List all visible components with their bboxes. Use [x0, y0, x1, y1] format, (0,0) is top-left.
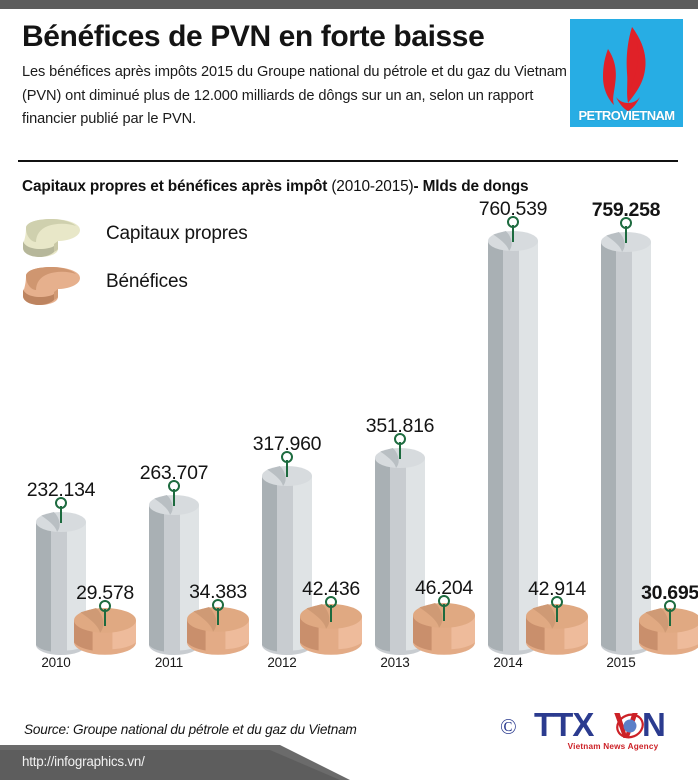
x-axis-tick-2012: 2012 — [267, 655, 297, 670]
pin-marker — [54, 497, 68, 528]
bar-capitaux-propres — [601, 232, 651, 655]
value-label-benefices: 34.383 — [189, 581, 247, 603]
bar-benefices — [413, 603, 475, 655]
value-label-capitaux-propres: 760.539 — [478, 198, 548, 220]
value-label-capitaux-propres: 263.707 — [139, 462, 209, 484]
pin-marker — [211, 599, 225, 630]
petrovietnam-logo: PETROVIETNAM — [570, 19, 683, 127]
top-band — [0, 0, 698, 9]
pin-marker — [324, 596, 338, 627]
value-label-capitaux-propres: 351.816 — [365, 415, 435, 437]
ttxvn-logo: © TTX N V Vietnam News Agency — [500, 705, 692, 754]
copyright-icon: © — [500, 714, 517, 739]
value-label-capitaux-propres: 317.960 — [252, 433, 322, 455]
value-label-benefices: 30.695 — [641, 582, 698, 604]
pin-marker — [506, 216, 520, 247]
chart-title: Capitaux propres et bénéfices après impô… — [22, 178, 529, 196]
header-divider — [18, 160, 678, 162]
ttxvn-tagline: Vietnam News Agency — [567, 742, 659, 751]
header: Bénéfices de PVN en forte baisse Les bén… — [0, 9, 698, 149]
pin-marker — [550, 596, 564, 627]
svg-text:N: N — [642, 708, 665, 743]
pin-marker — [167, 480, 181, 511]
value-label-capitaux-propres: 232.134 — [26, 479, 96, 501]
value-label-benefices: 46.204 — [415, 577, 473, 599]
pin-marker — [98, 600, 112, 631]
legend-label-capitaux-propres: Capitaux propres — [106, 223, 248, 244]
pin-marker — [393, 433, 407, 464]
intro-paragraph: Les bénéfices après impôts 2015 du Group… — [22, 64, 567, 128]
bar-capitaux-propres — [149, 495, 199, 655]
x-axis-tick-2015: 2015 — [606, 655, 636, 670]
petrovietnam-logo-text: PETROVIETNAM — [578, 108, 675, 123]
page-title: Bénéfices de PVN en forte baisse — [22, 20, 485, 53]
ttxvn-wordmark: TTX N V — [534, 705, 692, 749]
bar-capitaux-propres — [262, 466, 312, 655]
bar-benefices — [74, 608, 136, 655]
url-bar: http://infographics.vn/ — [0, 745, 698, 780]
x-axis-tick-2011: 2011 — [154, 655, 184, 670]
svg-text:TTX: TTX — [534, 708, 594, 743]
value-label-benefices: 42.914 — [528, 578, 586, 600]
plot-area: 232.134 29.578 263.707 34.383 317.960 42.436 3… — [0, 190, 698, 660]
x-axis-tick-2014: 2014 — [493, 655, 523, 670]
source-note: Source: Groupe national du pétrole et du… — [24, 722, 357, 737]
value-label-benefices: 42.436 — [302, 578, 360, 600]
bar-capitaux-propres — [488, 231, 538, 655]
value-label-benefices: 29.578 — [76, 582, 134, 604]
legend-swatch-capitaux-propres — [18, 218, 84, 258]
pin-marker — [437, 595, 451, 626]
pin-marker — [663, 600, 677, 631]
value-label-capitaux-propres: 759.258 — [591, 199, 661, 221]
x-axis-tick-2013: 2013 — [380, 655, 410, 670]
pin-marker — [619, 217, 633, 248]
x-axis-tick-2010: 2010 — [41, 655, 71, 670]
x-axis: 2010 2011 2012 2013 2014 2015 — [0, 655, 698, 679]
url-text: http://infographics.vn/ — [22, 754, 145, 769]
pin-marker — [280, 451, 294, 482]
chart-title-main: Capitaux propres et bénéfices après impô… — [22, 178, 328, 195]
bar-benefices — [639, 608, 698, 655]
legend-swatch-benefices — [18, 266, 84, 306]
chart-title-unit: - Mlds de dongs — [413, 178, 529, 195]
chart-title-range: (2010-2015) — [327, 178, 414, 195]
legend-label-benefices: Bénéfices — [106, 271, 188, 292]
